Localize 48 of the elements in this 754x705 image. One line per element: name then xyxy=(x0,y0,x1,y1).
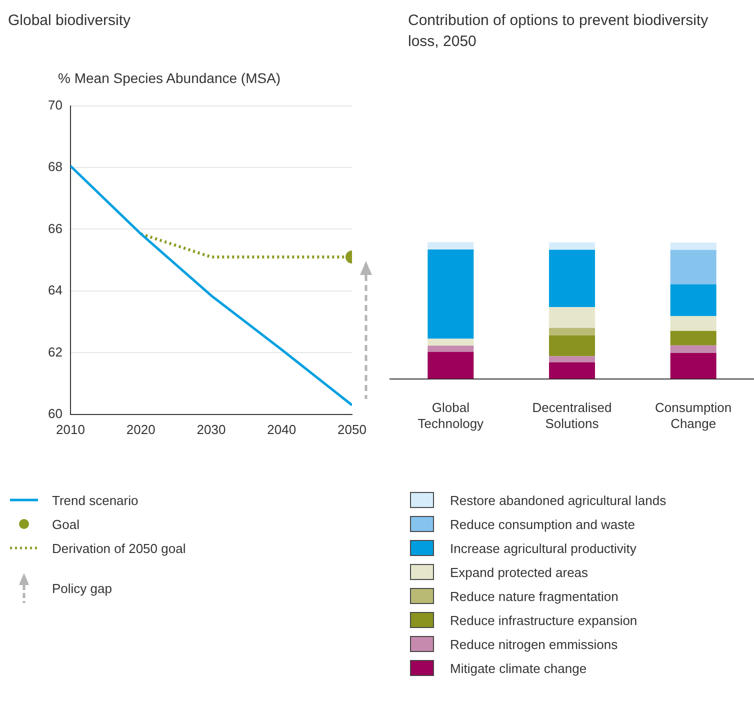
bar xyxy=(549,328,595,336)
bar xyxy=(549,250,595,308)
legend-label: Goal xyxy=(52,516,80,532)
y-tick-label: 70 xyxy=(48,97,62,112)
y-tick-label: 68 xyxy=(48,159,62,174)
x-tick-label: 2050 xyxy=(338,422,366,437)
legend-label: Reduce infrastructure expansion xyxy=(450,612,638,628)
bar xyxy=(428,346,474,352)
bar xyxy=(549,356,595,362)
legend-label: Mitigate climate change xyxy=(450,660,587,676)
y-tick-label: 60 xyxy=(48,406,62,421)
bar xyxy=(670,250,716,284)
bar xyxy=(428,352,474,379)
y-axis-title: % Mean Species Abundance (MSA) xyxy=(58,70,281,86)
legend-label: Restore abandoned agricultural lands xyxy=(450,492,666,508)
legend-label: Expand protected areas xyxy=(450,564,588,580)
bar xyxy=(670,330,716,346)
text: Policy gap xyxy=(52,580,112,596)
bar xyxy=(549,307,595,328)
legend-label: Increase agricultural productivity xyxy=(450,540,636,556)
legend-label: Derivation of 2050 goal xyxy=(52,540,186,556)
legend-label: Reduce consumption and waste xyxy=(450,516,636,532)
x-tick-label: 2010 xyxy=(56,422,85,437)
x-tick-label: Decentralised Solutions xyxy=(532,400,612,431)
bar xyxy=(428,242,474,250)
bar xyxy=(670,316,716,331)
bar xyxy=(670,345,716,353)
x-tick-label: 2020 xyxy=(126,422,156,437)
chart-title: Contribution of options to prevent biodiversity loss, 2050 xyxy=(408,11,710,52)
chart-title: Global biodiversity xyxy=(8,11,132,31)
bar xyxy=(549,335,595,356)
x-tick-label: 2030 xyxy=(196,422,226,437)
y-tick-label: 66 xyxy=(48,220,62,236)
legend-label: Reduce nature fragmentation xyxy=(450,588,618,604)
bar xyxy=(549,242,595,250)
legend-label: Reduce nitrogen emmissions xyxy=(450,636,618,652)
bar xyxy=(670,242,716,250)
y-tick-label: 64 xyxy=(48,282,62,298)
x-tick-label: Consumption Change xyxy=(655,400,732,431)
bar xyxy=(428,338,474,346)
x-tick-label: 2040 xyxy=(267,422,296,437)
x-tick-label: Global Technology xyxy=(418,400,484,431)
bar xyxy=(670,352,716,379)
legend-label: Trend scenario xyxy=(52,492,138,508)
y-tick-label: 62 xyxy=(48,344,62,360)
bar xyxy=(670,284,716,316)
bar xyxy=(428,250,474,339)
bar xyxy=(549,362,595,379)
